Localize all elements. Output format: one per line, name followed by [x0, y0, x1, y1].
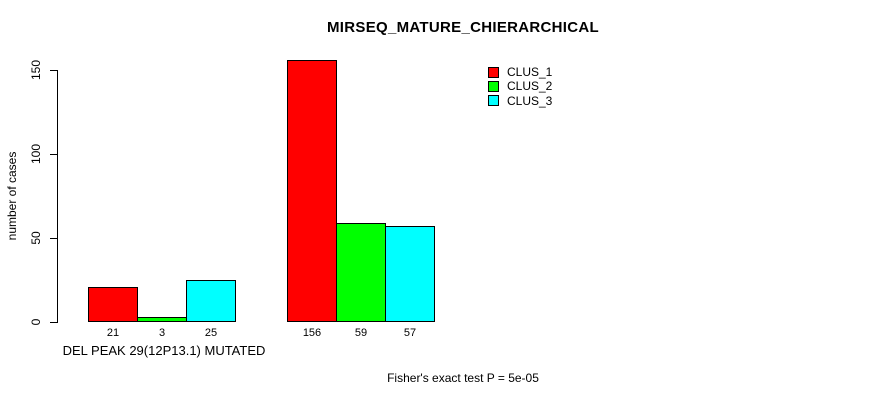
y-tick-label: 150 — [29, 59, 43, 81]
y-tick-label: 50 — [29, 231, 43, 245]
bar-value-label: 57 — [403, 327, 417, 339]
legend: CLUS_1 CLUS_2 CLUS_3 — [488, 65, 552, 108]
y-tick-mark — [50, 322, 57, 323]
legend-item: CLUS_1 — [488, 65, 552, 79]
bar-clus_1-group2 — [287, 60, 337, 322]
legend-item: CLUS_2 — [488, 79, 552, 93]
bar-clus_2-group2 — [336, 223, 386, 322]
y-tick-mark — [50, 238, 57, 239]
x-axis-label: DEL PEAK 29(12P13.1) MUTATED — [62, 343, 266, 358]
bar-clus_3-group1 — [186, 280, 236, 322]
y-tick-mark — [50, 70, 57, 71]
bar-value-label: 156 — [302, 327, 322, 339]
bar-clus_3-group2 — [385, 226, 435, 322]
legend-swatch-clus_1 — [488, 66, 499, 78]
legend-swatch-clus_3 — [488, 95, 499, 107]
bar-value-label: 25 — [204, 327, 218, 339]
bar-value-label: 21 — [106, 327, 120, 339]
legend-item-label: CLUS_3 — [507, 93, 553, 108]
legend-item: CLUS_3 — [488, 94, 552, 108]
y-axis-line — [57, 70, 58, 323]
y-tick-label: 0 — [29, 318, 43, 326]
y-tick-label: 100 — [29, 143, 43, 165]
y-tick-mark — [50, 154, 57, 155]
bar-value-label: 3 — [158, 327, 166, 339]
legend-item-label: CLUS_2 — [507, 79, 553, 94]
footnote-pvalue: Fisher's exact test P = 5e-05 — [387, 371, 539, 385]
legend-swatch-clus_2 — [488, 80, 499, 92]
bar-clus_2-group1 — [137, 317, 187, 322]
legend-item-label: CLUS_1 — [507, 65, 553, 79]
bar-value-label: 59 — [354, 327, 368, 339]
chart-title: MIRSEQ_MATURE_CHIERARCHICAL — [327, 19, 599, 36]
y-axis-title: number of cases — [5, 151, 19, 241]
bar-clus_1-group1 — [88, 287, 138, 322]
